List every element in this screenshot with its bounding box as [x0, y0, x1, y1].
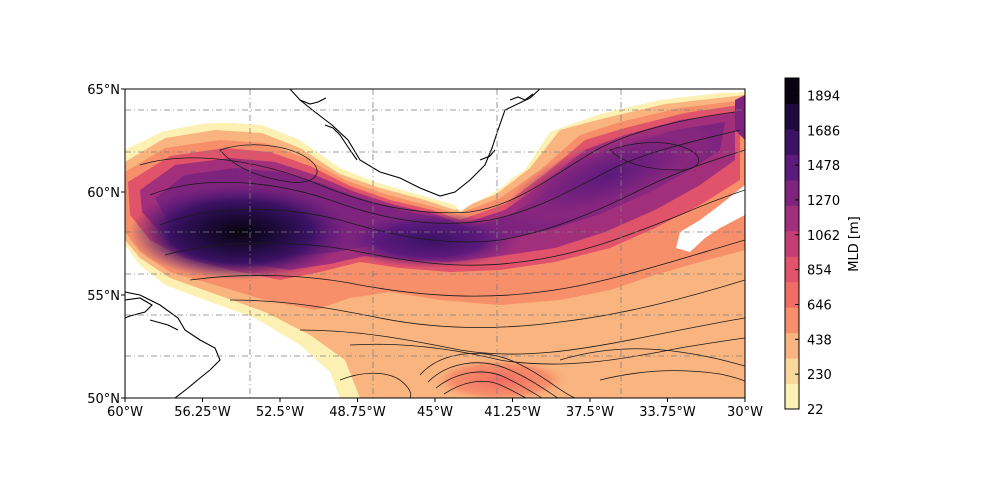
colorbar: 1894 1686 1478 1270 1062 854 646 438 230 22 MLD [… [784, 77, 862, 418]
colorbar-tick-label: 646 [807, 298, 832, 313]
lat-tick-label: 55°N [87, 289, 120, 304]
lat-tick-label: 50°N [87, 392, 120, 407]
lon-tick-label: 48.75°W [329, 405, 386, 420]
colorbar-band [785, 256, 799, 283]
contour-line [139, 111, 736, 214]
colorbar-frame [784, 77, 800, 410]
land [125, 89, 745, 398]
labrador-sea-maximum [130, 184, 350, 280]
colorbar-tick-label: 1478 [807, 159, 840, 174]
colorbar-band [785, 205, 799, 232]
lon-tick-label: 33.75°W [639, 405, 696, 420]
contour-line [164, 189, 745, 266]
contour-line [349, 337, 745, 365]
coastline-segment [299, 97, 327, 105]
colorbar-tick-label: 22 [807, 403, 824, 418]
colorbar-tick-label: 1894 [807, 89, 840, 104]
contour-line [443, 380, 527, 398]
contour-line [427, 362, 559, 398]
longitude-ticks: 60°W 56.25°W 52.5°W 48.75°W 45°W 41.25°W 37.5°… [107, 398, 763, 420]
contour-line [159, 149, 745, 243]
coastline-segment [324, 124, 358, 161]
map-panel [124, 88, 746, 399]
contour-lines [139, 111, 745, 398]
lon-tick-label: 60°W [107, 405, 143, 420]
colorbar-band [785, 103, 799, 130]
colorbar-band [785, 281, 799, 308]
lon-tick-label: 45°W [417, 405, 453, 420]
colorbar-tick-label: 854 [807, 264, 832, 279]
colorbar-band [785, 307, 799, 334]
contour-line [419, 353, 576, 398]
contour-line [189, 239, 745, 297]
east-coast-land [455, 89, 745, 212]
colorbar-tick-label: 1062 [807, 229, 840, 244]
colorbar-band [785, 230, 799, 257]
labrador [125, 291, 221, 398]
colorbar-band [785, 78, 799, 104]
lon-tick-label: 52.5°W [256, 405, 304, 420]
coastline-segment [509, 93, 534, 101]
baffin-corner [125, 89, 290, 148]
colorbar-band [785, 179, 799, 206]
contour-line [219, 144, 318, 183]
colorbar-tick-label: 1686 [807, 124, 840, 139]
lat-tick-label: 60°N [87, 186, 120, 201]
contour-line [299, 317, 745, 355]
lon-tick-label: 56.25°W [174, 405, 231, 420]
lon-tick-label: 30°W [727, 405, 763, 420]
colorbar-band [785, 383, 799, 410]
contour-line [609, 142, 700, 171]
colorbar-tick-label: 438 [807, 333, 832, 348]
iceland-gap [676, 185, 745, 252]
ne-corner-deep [735, 95, 745, 140]
colorbar-bands [785, 78, 799, 410]
lon-tick-label: 37.5°W [566, 405, 614, 420]
lon-tick-label: 41.25°W [484, 405, 541, 420]
contour-line [149, 129, 741, 224]
colorbar-band [785, 332, 799, 359]
colorbar-band [785, 154, 799, 181]
latitude-ticks: 65°N 60°N 55°N 50°N [87, 83, 125, 407]
coastline-segment [125, 297, 153, 319]
contour-line [599, 370, 745, 382]
colorbar-ticks: 1894 1686 1478 1270 1062 854 646 438 230 22 [795, 89, 840, 418]
contour-line [435, 371, 543, 398]
colorbar-tick-label: 230 [807, 368, 832, 383]
contour-line [559, 348, 745, 367]
colorbar-tick-label: 1270 [807, 194, 840, 209]
lat-tick-label: 65°N [87, 83, 120, 98]
colorbar-band [785, 358, 799, 385]
contour-line [229, 279, 745, 328]
southern-eddy-patch [430, 358, 570, 398]
coastline-segment [149, 319, 179, 331]
colorbar-label: MLD [m] [847, 216, 862, 271]
colorbar-band [785, 128, 799, 155]
contour-line [339, 372, 412, 398]
graticule [125, 89, 745, 398]
